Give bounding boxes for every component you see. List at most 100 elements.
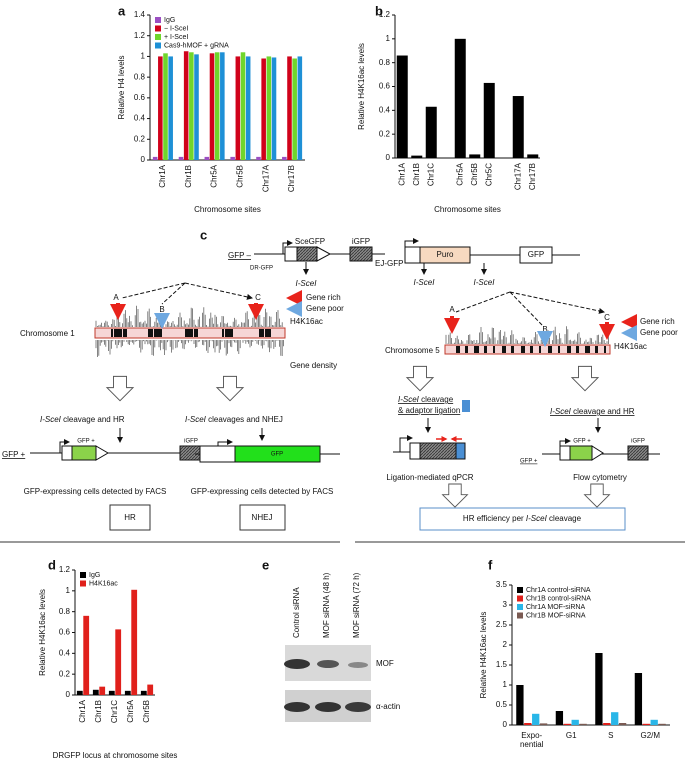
bar [287, 56, 292, 160]
diagram-rect [627, 445, 649, 461]
diagram-rect [455, 442, 466, 460]
site-letter: C [604, 313, 610, 322]
diagram-rect [234, 445, 321, 463]
gene-label: iGFP [352, 237, 370, 246]
chromosome-band [567, 346, 571, 353]
site-letter: A [449, 305, 455, 314]
diagram-ellipse [348, 662, 368, 668]
diagram-path [95, 445, 109, 461]
chromosome-band [231, 329, 233, 337]
y-axis-label: Relative H4K16ac levels [38, 589, 47, 676]
bar [256, 156, 261, 160]
bar [650, 719, 658, 725]
y-tick-label: 3 [503, 600, 508, 609]
legend-label: Chr1A control-siRNA [526, 587, 591, 594]
site-letter: A [113, 293, 119, 302]
diagram-path [455, 291, 604, 327]
y-tick-label: 0.4 [379, 105, 391, 114]
y-tick-label: 1 [141, 52, 146, 61]
bar [454, 38, 466, 159]
result-box: HR efficiency per I-SceI cleavage [463, 514, 582, 523]
x-tick-label: Chr1B [184, 165, 193, 188]
method-label: Ligation-mediated qPCR [386, 473, 473, 482]
diagram-use [216, 375, 244, 402]
y-tick-label: 1.4 [134, 10, 146, 19]
legend-text: Gene poor [640, 328, 678, 337]
y-tick-label: 1 [66, 586, 71, 595]
chromosome-band [259, 329, 262, 337]
y-tick-label: 0.2 [134, 134, 146, 143]
step-label: I-SceI cleavage [398, 395, 454, 404]
text-segment: I-SceI [40, 415, 62, 424]
legend-swatch [155, 42, 161, 49]
legend-swatch [517, 604, 523, 610]
bar [152, 156, 158, 160]
bar [524, 723, 532, 725]
bar [108, 690, 115, 695]
diagram-rect [404, 246, 421, 264]
x-tick-label: Chr1A [397, 162, 406, 185]
diagram-g [445, 326, 609, 344]
bar [642, 723, 650, 725]
gene-label: iGFP [184, 439, 198, 445]
diagram-rect [462, 400, 470, 412]
bar [532, 713, 540, 725]
text-segment: cleavage and HR [571, 407, 635, 416]
diagram-use [584, 483, 610, 508]
chromosome-band [576, 346, 579, 353]
chromosome-band [157, 329, 160, 337]
bar [563, 723, 571, 725]
readout: GFP-expressing cells detected by FACS [24, 487, 167, 496]
step-label: I-SceI cleavages and NHEJ [185, 415, 283, 424]
construct-name: EJ-GFP [375, 259, 403, 268]
x-tick-label: Chr1A [78, 699, 87, 722]
y-tick-label: 0.8 [379, 58, 391, 67]
x-tick-label: Chr5A [126, 699, 135, 722]
diagram-rect [419, 507, 626, 531]
chromosome-band [191, 329, 193, 337]
bar [99, 686, 106, 695]
bar [124, 690, 131, 695]
x-tick-label: Chr5B [470, 163, 479, 186]
bar [634, 673, 643, 725]
y-tick-label: 0.4 [134, 114, 146, 123]
site-label: I-SceI [414, 278, 436, 287]
x-tick-label: G2/M [640, 731, 661, 740]
diagram-rect [559, 445, 571, 461]
gene-label: iGFP [631, 439, 645, 445]
chromosome-band [268, 329, 271, 337]
bar [611, 712, 619, 725]
y-axis-label: Relative H4K16ac levels [357, 43, 366, 130]
panel-label: e [262, 557, 269, 572]
y-tick-label: 0.2 [59, 669, 71, 678]
text-segment: I-SceI [526, 514, 548, 523]
legend-label: Chr1B MOF-siRNA [526, 612, 586, 619]
chromosome-band [484, 346, 487, 353]
x-tick-label: Chr17B [287, 165, 296, 192]
x-tick-label: Chr5B [142, 700, 151, 723]
diagram-rect [109, 504, 151, 531]
text-segment: I-SceI [398, 395, 420, 404]
chromosome-band [539, 346, 541, 353]
legend-label: Chr1B control-siRNA [526, 595, 591, 602]
bar [147, 684, 154, 695]
bar [240, 52, 246, 160]
bar [658, 723, 666, 725]
diagram-use [442, 483, 468, 508]
text-segment: I-SceI [185, 415, 207, 424]
bar [595, 653, 603, 725]
bar [261, 58, 266, 160]
y-axis-label: Relative H4K16ac levels [479, 612, 488, 699]
y-tick-label: 0 [503, 720, 508, 729]
bar [527, 154, 539, 158]
y-tick-label: 1 [503, 680, 508, 689]
y-tick-label: 0.6 [379, 82, 391, 91]
bar [230, 156, 235, 160]
bar [555, 711, 564, 725]
text-segment: cleavage [419, 395, 454, 404]
panel-label: a [118, 3, 126, 18]
diagram-rect [409, 442, 421, 460]
gene-label: GFP + [77, 439, 95, 445]
diagram-use [571, 365, 599, 392]
bar [183, 51, 189, 160]
